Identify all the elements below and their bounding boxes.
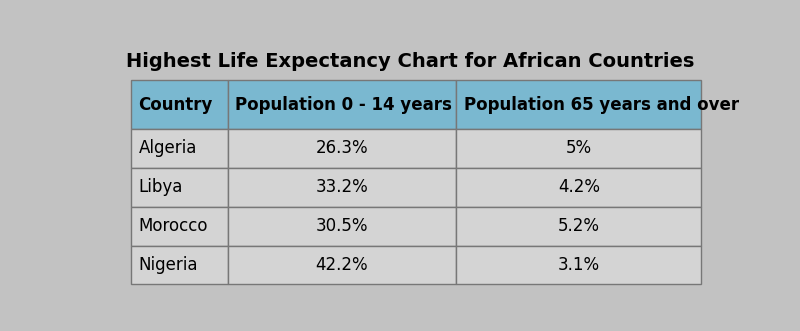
Text: Nigeria: Nigeria — [138, 256, 198, 274]
Bar — [228, 80, 456, 129]
Text: 26.3%: 26.3% — [316, 139, 368, 158]
Bar — [131, 246, 228, 284]
Text: Morocco: Morocco — [138, 217, 208, 235]
Text: 30.5%: 30.5% — [316, 217, 368, 235]
Bar — [228, 168, 456, 207]
Text: Highest Life Expectancy Chart for African Countries: Highest Life Expectancy Chart for Africa… — [126, 52, 694, 71]
Bar — [456, 207, 702, 246]
Text: Population 0 - 14 years: Population 0 - 14 years — [235, 96, 452, 114]
Bar — [131, 80, 228, 129]
Text: Population 65 years and over: Population 65 years and over — [463, 96, 738, 114]
Bar — [456, 80, 702, 129]
Bar — [131, 246, 228, 284]
Bar — [228, 168, 456, 207]
Bar — [131, 207, 228, 246]
Bar — [131, 129, 228, 168]
Bar — [131, 129, 228, 168]
Bar — [456, 246, 702, 284]
Bar — [456, 168, 702, 207]
Bar — [456, 129, 702, 168]
Bar — [456, 246, 702, 284]
Text: 33.2%: 33.2% — [316, 178, 369, 196]
Text: Country: Country — [138, 96, 213, 114]
Bar — [228, 129, 456, 168]
Text: 42.2%: 42.2% — [316, 256, 368, 274]
Text: 5%: 5% — [566, 139, 592, 158]
Bar — [131, 207, 228, 246]
Text: 5.2%: 5.2% — [558, 217, 600, 235]
Bar — [131, 168, 228, 207]
Bar — [228, 207, 456, 246]
Text: Algeria: Algeria — [138, 139, 197, 158]
Bar — [228, 246, 456, 284]
Text: 3.1%: 3.1% — [558, 256, 600, 274]
Bar — [456, 129, 702, 168]
Bar — [456, 207, 702, 246]
Text: Libya: Libya — [138, 178, 183, 196]
Bar — [228, 207, 456, 246]
Bar — [456, 80, 702, 129]
Bar — [456, 168, 702, 207]
Bar — [228, 246, 456, 284]
Bar — [131, 168, 228, 207]
Bar — [228, 80, 456, 129]
Text: 4.2%: 4.2% — [558, 178, 600, 196]
Bar — [131, 80, 228, 129]
Bar — [228, 129, 456, 168]
